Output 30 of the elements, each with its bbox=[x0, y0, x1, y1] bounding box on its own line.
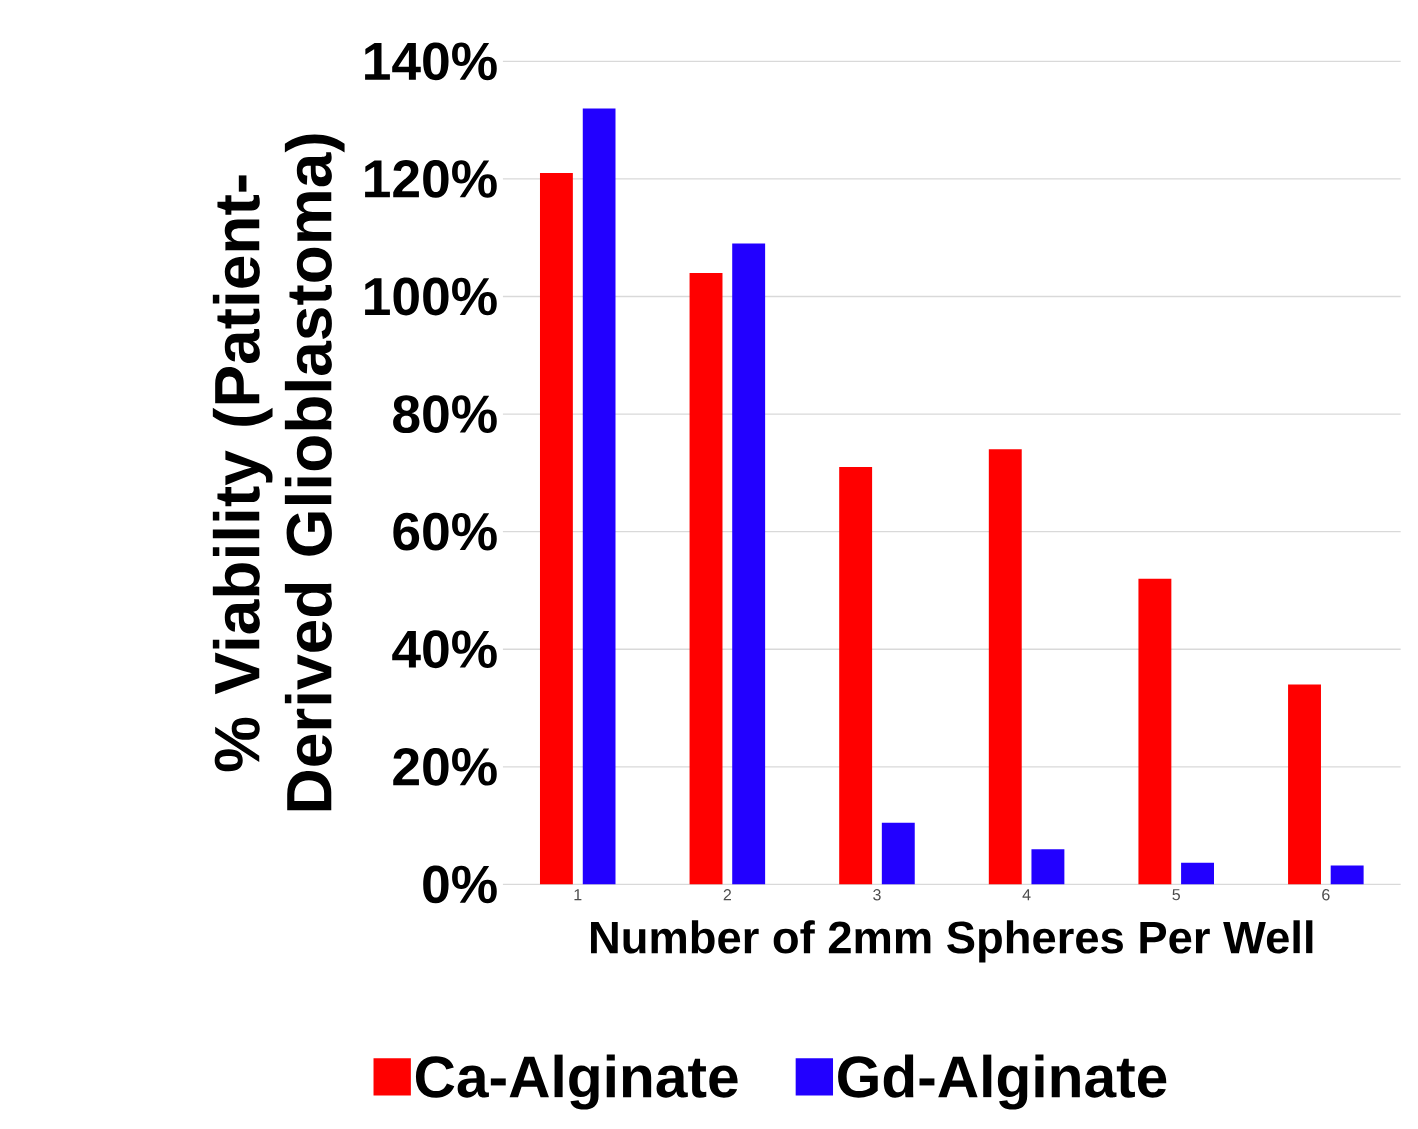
bar bbox=[839, 467, 873, 885]
bar bbox=[582, 108, 616, 885]
bar bbox=[988, 449, 1022, 885]
bar bbox=[732, 243, 766, 885]
x-tick-label: 4 bbox=[1022, 889, 1031, 901]
y-tick-label: 0% bbox=[423, 865, 497, 904]
bar bbox=[1288, 684, 1321, 885]
y-tick-label: 20% bbox=[393, 748, 497, 786]
y-axis-title: % Viability (Patient-Derived Glioblastoma) bbox=[212, 134, 345, 811]
y-tick-label: 140% bbox=[365, 42, 497, 81]
legend-label: Ca-Alginate bbox=[415, 1054, 738, 1110]
y-tick-label: 80% bbox=[393, 395, 497, 434]
bar bbox=[1138, 578, 1172, 885]
x-tick-label: 5 bbox=[1172, 889, 1180, 901]
bar bbox=[1031, 849, 1065, 885]
bar bbox=[1181, 862, 1214, 885]
bar bbox=[539, 173, 573, 885]
legend-label: Gd-Alginate bbox=[838, 1054, 1167, 1110]
y-tick-label: 100% bbox=[365, 277, 497, 316]
y-tick-label: 40% bbox=[392, 630, 497, 669]
bar bbox=[881, 822, 915, 885]
y-tick-label: 120% bbox=[365, 160, 497, 199]
x-axis-title: Number of 2mm Spheres Per Well bbox=[591, 920, 1313, 963]
bar bbox=[1330, 865, 1364, 885]
x-tick-label: 1 bbox=[574, 889, 582, 901]
bar bbox=[689, 273, 723, 885]
x-tick-label: 2 bbox=[723, 889, 731, 901]
y-tick-label: 60% bbox=[393, 513, 497, 551]
x-tick-label: 3 bbox=[873, 889, 881, 901]
x-tick-label: 6 bbox=[1322, 889, 1330, 901]
